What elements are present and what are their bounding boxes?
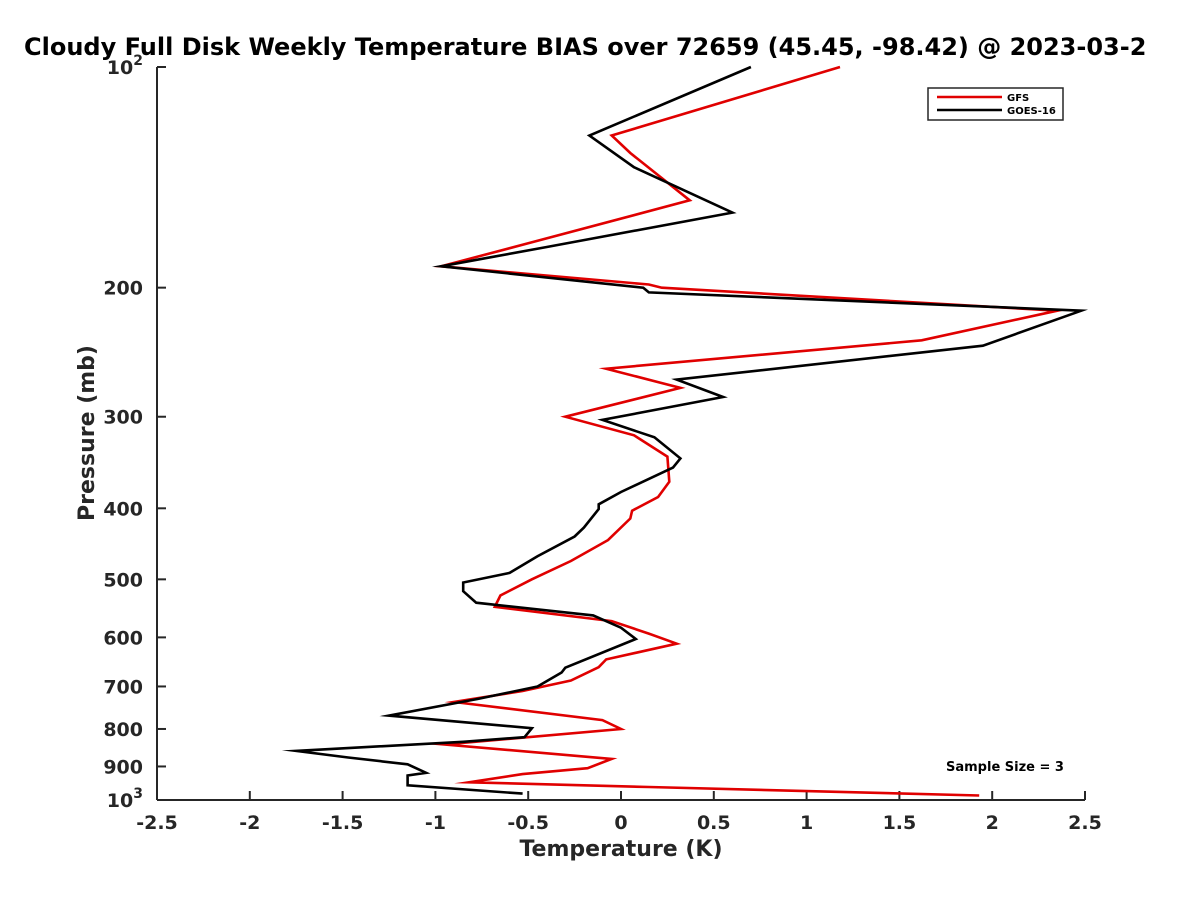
x-tick-label: 2.5: [1068, 812, 1102, 834]
y-tick-label-base: 300: [103, 407, 143, 429]
legend: GFS GOES-16: [927, 87, 1064, 121]
y-tick-label-exponent: 2: [133, 53, 143, 69]
x-tick-label: -2: [239, 812, 260, 834]
chart-title: Cloudy Full Disk Weekly Temperature BIAS…: [24, 33, 1146, 61]
series-lines: [281, 65, 1089, 797]
x-tick-label: -1: [425, 812, 446, 834]
y-tick-label: 800: [103, 719, 143, 741]
y-tick-label: 600: [103, 627, 143, 649]
x-tick-label: 1: [800, 812, 813, 834]
x-tick-label: 0: [614, 812, 627, 834]
y-tick-label: 300: [103, 407, 143, 429]
x-tick-label: -0.5: [507, 812, 549, 834]
legend-label-gfs: GFS: [1007, 93, 1029, 104]
legend-label-goes16: GOES-16: [1007, 106, 1056, 117]
x-tick-label: -2.5: [136, 812, 178, 834]
y-tick-label: 103: [107, 786, 143, 812]
x-tick-label: 0.5: [697, 812, 731, 834]
x-tick-label: 2: [986, 812, 999, 834]
y-tick-label: 900: [103, 756, 143, 778]
x-tick-label: -1.5: [322, 812, 364, 834]
x-tick-label: 1.5: [883, 812, 917, 834]
series-line-goes16: [281, 65, 1089, 795]
y-axis-label: Pressure (mb): [75, 345, 100, 521]
y-tick-label-base: 800: [103, 719, 143, 741]
series-line-gfs: [429, 65, 1067, 797]
y-tick-label-base: 200: [103, 278, 143, 300]
y-tick-label-base: 10: [107, 790, 133, 812]
y-tick-label: 500: [103, 569, 143, 591]
y-tick-label-base: 700: [103, 676, 143, 698]
legend-box: [927, 87, 1064, 121]
y-tick-label: 200: [103, 278, 143, 300]
y-tick-label-base: 900: [103, 756, 143, 778]
x-axis-label: Temperature (K): [519, 837, 722, 862]
y-tick-label-base: 500: [103, 569, 143, 591]
y-tick-label: 400: [103, 498, 143, 520]
y-tick-label-base: 400: [103, 498, 143, 520]
y-tick-label: 102: [107, 53, 143, 79]
y-tick-label-base: 600: [103, 627, 143, 649]
y-tick-label-exponent: 3: [133, 786, 143, 802]
y-tick-label: 700: [103, 676, 143, 698]
sample-size-annotation: Sample Size = 3: [946, 760, 1064, 775]
y-tick-label-base: 10: [107, 57, 133, 79]
x-ticks: -2.5 -2 -1.5 -1 -0.5 0 0.5 1 1.5 2 2.5: [136, 791, 1102, 834]
